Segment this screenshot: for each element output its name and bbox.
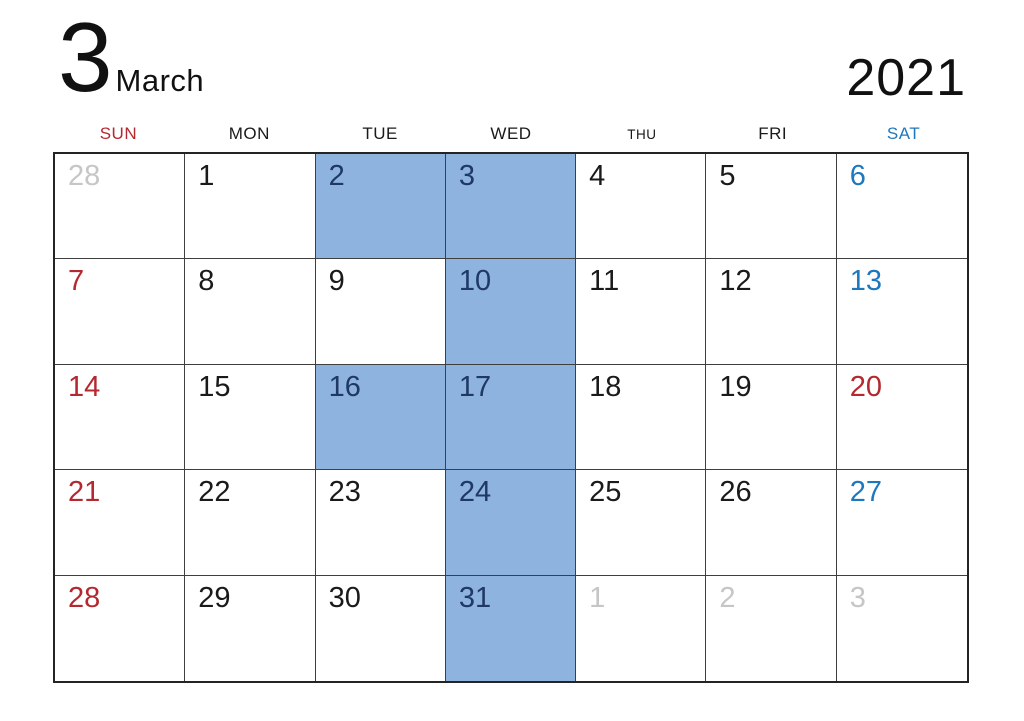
day-cell: 10 bbox=[445, 259, 577, 365]
day-cell: 28 bbox=[55, 154, 186, 260]
weekday-label-sat: SAT bbox=[886, 124, 921, 143]
day-cell: 9 bbox=[315, 259, 446, 365]
weekday-header-row: SUN MON TUE WED THU FRI SAT bbox=[53, 116, 969, 152]
day-cell: 28 bbox=[55, 575, 186, 681]
day-cell: 2 bbox=[706, 575, 837, 681]
weekday-label-thu: THU bbox=[627, 126, 657, 142]
month-number: 3 bbox=[58, 2, 112, 112]
day-cell: 27 bbox=[836, 470, 967, 576]
day-cell: 2 bbox=[315, 154, 446, 260]
day-cell: 30 bbox=[315, 575, 446, 681]
weekday-label-tue: TUE bbox=[362, 124, 398, 143]
day-cell: 4 bbox=[576, 154, 707, 260]
day-cell: 5 bbox=[706, 154, 837, 260]
day-cell: 16 bbox=[315, 364, 446, 471]
day-cell: 23 bbox=[315, 470, 446, 576]
day-cell: 14 bbox=[55, 364, 186, 471]
day-cell: 6 bbox=[836, 154, 967, 260]
month-name: March bbox=[115, 63, 205, 98]
day-cell: 31 bbox=[445, 575, 577, 681]
calendar-grid: 28 1 2 3 4 5 6 7 8 9 10 11 12 13 14 15 16 17 18 19 20 21 22 23 2… bbox=[53, 152, 969, 683]
calendar-title: 3 March bbox=[58, 8, 204, 106]
day-cell: 13 bbox=[836, 259, 967, 365]
day-cell: 29 bbox=[185, 575, 316, 681]
day-cell: 20 bbox=[836, 364, 967, 471]
day-cell: 11 bbox=[576, 259, 707, 365]
weekday-label-fri: FRI bbox=[758, 124, 788, 143]
day-cell: 25 bbox=[576, 470, 707, 576]
day-cell: 3 bbox=[836, 575, 967, 681]
day-cell: 15 bbox=[185, 364, 316, 471]
day-cell: 12 bbox=[706, 259, 837, 365]
day-cell: 7 bbox=[55, 259, 186, 365]
weekday-label-sun: SUN bbox=[99, 124, 138, 143]
year-label: 2021 bbox=[846, 49, 966, 107]
day-cell: 19 bbox=[706, 364, 837, 471]
day-cell: 8 bbox=[185, 259, 316, 365]
day-cell: 17 bbox=[445, 364, 577, 471]
day-cell: 22 bbox=[185, 470, 316, 576]
day-cell: 18 bbox=[576, 364, 707, 471]
day-cell: 1 bbox=[185, 154, 316, 260]
day-cell: 1 bbox=[576, 575, 707, 681]
weekday-label-wed: WED bbox=[490, 124, 532, 143]
day-cell: 21 bbox=[55, 470, 186, 576]
day-cell: 3 bbox=[445, 154, 577, 260]
weekday-label-mon: MON bbox=[228, 124, 270, 143]
day-cell: 26 bbox=[706, 470, 837, 576]
day-cell: 24 bbox=[445, 470, 577, 576]
